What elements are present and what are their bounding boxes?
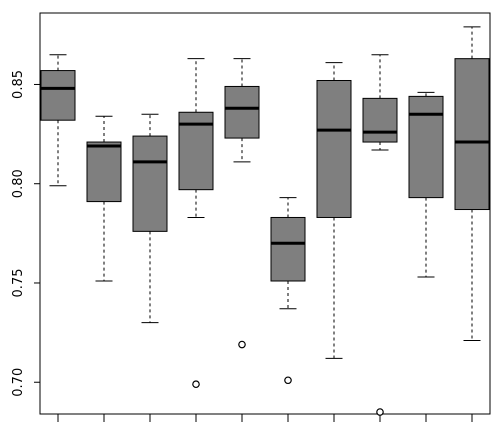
box-group: [454, 26, 490, 342]
iqr-box: [408, 95, 444, 199]
plot-border: [39, 12, 491, 415]
y-tick-label: 0.85: [11, 70, 26, 99]
box-group: [316, 62, 352, 359]
outlier-point: [284, 376, 292, 385]
iqr-box: [40, 70, 76, 121]
y-axis: 0.70 0.75 0.80 0.85: [11, 70, 40, 397]
iqr-box: [454, 58, 490, 211]
outlier-point: [376, 408, 384, 416]
iqr-box: [86, 141, 122, 203]
boxes-layer: [40, 26, 490, 416]
iqr-box: [362, 97, 398, 143]
box-group: [178, 58, 214, 389]
iqr-box: [270, 216, 306, 282]
box-group: [40, 54, 76, 187]
box-group: [224, 58, 260, 349]
y-tick-label: 0.75: [11, 269, 26, 298]
outlier-point: [238, 340, 246, 349]
box-group: [86, 115, 122, 282]
iqr-box: [132, 135, 168, 232]
x-axis: [57, 414, 473, 422]
box-group: [408, 91, 444, 278]
box-group: [132, 113, 168, 324]
box-group: [362, 54, 398, 416]
y-tick-label: 0.80: [11, 169, 26, 198]
outlier-point: [192, 380, 200, 389]
iqr-box: [224, 85, 260, 139]
iqr-box: [316, 79, 352, 218]
y-tick-label: 0.70: [11, 368, 26, 397]
plot-frame-layer: [39, 12, 491, 415]
box-group: [270, 197, 306, 385]
